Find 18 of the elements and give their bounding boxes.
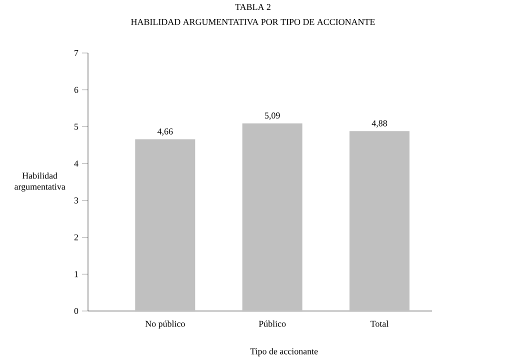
chart-title: TABLA 2: [235, 4, 270, 10]
y-tick-label: 3: [74, 197, 78, 204]
y-tick-label: 7: [74, 50, 78, 56]
y-tick-label: 4: [74, 160, 78, 167]
y-tick-label: 0: [74, 308, 78, 314]
y-tick-label: 5: [74, 124, 78, 130]
data-label: 5,09: [264, 112, 280, 120]
y-tick-label: 2: [74, 234, 78, 240]
x-axis-title: Tipo de accionante: [250, 348, 318, 356]
y-tick-label: 1: [74, 271, 78, 278]
data-label: 4,88: [372, 120, 387, 128]
x-tick-label: Público: [258, 320, 286, 327]
chart-subtitle: HABILIDAD ARGUMENTATIVA POR TIPO DE ACCIONANTE: [131, 18, 375, 26]
y-tick-label: 6: [74, 86, 78, 93]
y-axis-title: Habilidad argumentativa: [14, 172, 66, 192]
x-tick-label: Total: [370, 320, 388, 327]
x-tick-label: No público: [145, 320, 185, 329]
data-label: 4,66: [157, 128, 173, 136]
